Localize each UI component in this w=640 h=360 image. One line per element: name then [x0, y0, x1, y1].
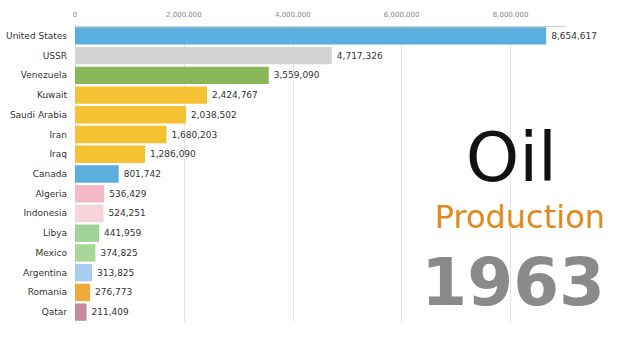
svg-text:211,409: 211,409 [92, 307, 129, 317]
svg-text:4,717,326: 4,717,326 [337, 51, 383, 61]
svg-text:4,000,000: 4,000,000 [275, 11, 311, 19]
svg-text:2,000,000: 2,000,000 [166, 11, 202, 19]
svg-text:Libya: Libya [43, 228, 67, 238]
svg-text:Production: Production [435, 198, 605, 236]
svg-text:2,038,502: 2,038,502 [191, 110, 237, 120]
svg-text:8,000,000: 8,000,000 [493, 11, 529, 19]
svg-text:Oil: Oil [466, 118, 557, 197]
svg-text:USSR: USSR [43, 51, 67, 61]
svg-text:Saudi Arabia: Saudi Arabia [10, 110, 67, 120]
svg-text:801,742: 801,742 [124, 169, 161, 179]
svg-text:Mexico: Mexico [36, 248, 68, 258]
svg-text:Indonesia: Indonesia [23, 208, 67, 218]
svg-text:Romania: Romania [28, 287, 67, 297]
svg-text:Kuwait: Kuwait [37, 90, 68, 100]
svg-text:3,559,090: 3,559,090 [274, 70, 320, 80]
svg-text:Algeria: Algeria [35, 189, 67, 199]
svg-text:276,773: 276,773 [95, 287, 132, 297]
svg-text:1,680,203: 1,680,203 [171, 130, 217, 140]
svg-text:2,424,767: 2,424,767 [212, 90, 258, 100]
svg-text:Venezuela: Venezuela [21, 70, 67, 80]
svg-text:536,429: 536,429 [109, 189, 146, 199]
svg-text:Canada: Canada [33, 169, 67, 179]
svg-text:524,251: 524,251 [109, 208, 146, 218]
svg-text:Argentina: Argentina [23, 268, 67, 278]
svg-text:Qatar: Qatar [42, 307, 68, 317]
svg-text:441,959: 441,959 [104, 228, 141, 238]
svg-text:1963: 1963 [421, 244, 605, 321]
svg-text:6,000,000: 6,000,000 [384, 11, 420, 19]
svg-text:United States: United States [6, 31, 67, 41]
svg-text:0: 0 [73, 11, 77, 19]
svg-text:Iraq: Iraq [49, 149, 67, 159]
svg-text:8,654,617: 8,654,617 [551, 31, 597, 41]
svg-text:313,825: 313,825 [97, 268, 134, 278]
svg-text:Iran: Iran [49, 130, 67, 140]
svg-text:1,286,090: 1,286,090 [150, 149, 196, 159]
svg-text:374,825: 374,825 [100, 248, 137, 258]
